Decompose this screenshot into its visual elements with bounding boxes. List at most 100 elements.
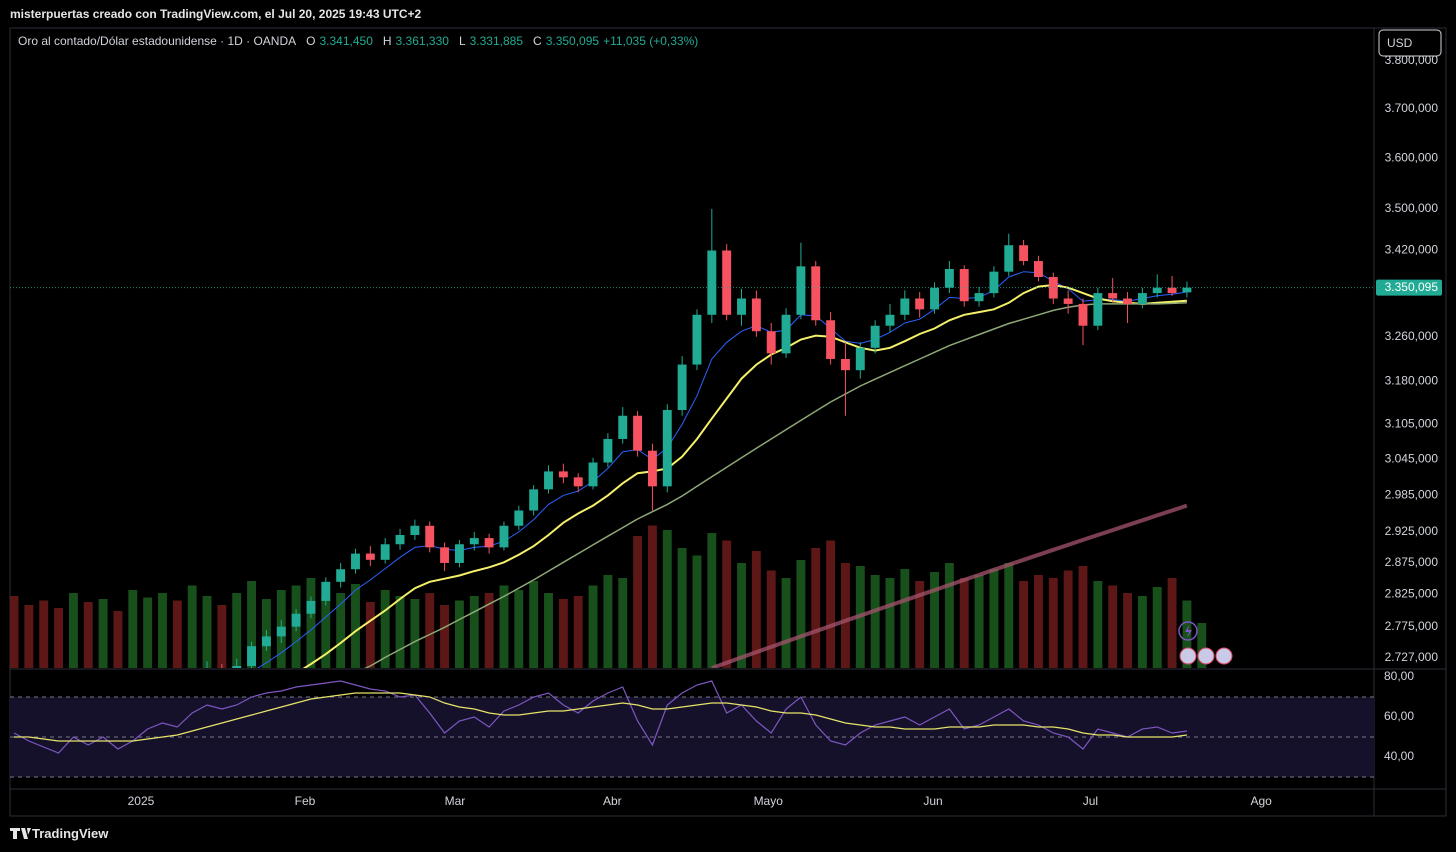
volume-bar [930,572,939,668]
volume-bar [603,575,613,668]
moving-average [302,283,1187,668]
y-tick-label: 3.500,000 [1385,201,1439,215]
volume-bar [306,578,316,668]
candle-body [796,266,806,315]
volume-bar [1108,585,1118,668]
volume-bar [692,555,702,668]
volume-bar [544,593,553,668]
logo [10,828,31,839]
y-tick-label: 3.420,000 [1385,243,1439,257]
candle-body [974,293,984,302]
volume-bar [1137,596,1147,668]
volume-bar [336,593,346,668]
candle-body [662,409,672,487]
flag-icon[interactable] [1197,647,1215,665]
volume-bar [172,600,182,668]
candle-body [454,544,464,563]
volume-bar [959,578,969,668]
candle-body [766,331,776,354]
volume-bar [1152,587,1162,668]
footer: TradingView [32,826,109,841]
event-icon[interactable] [1178,621,1198,641]
volume-bar [766,570,776,668]
candle-body [351,553,360,570]
field-value: 3.361,330 [395,34,449,48]
volume-bar [915,581,925,668]
volume-bar [187,585,197,668]
volume-bar [247,581,257,668]
volume-bar [573,596,583,668]
volume-bar [647,525,657,668]
x-tick-label: Ago [1250,794,1272,808]
candle-body [1034,261,1043,278]
candle-body [261,636,271,647]
volume-bar [1048,578,1058,668]
y-tick-label: 2.775,000 [1385,619,1439,633]
volume-bar [469,596,479,668]
currency-button[interactable] [1378,29,1442,57]
candle-body [707,250,717,315]
volume-bar [781,578,791,668]
field-key: O [306,34,316,48]
rsi-line [14,692,1187,742]
candle-body [203,669,212,682]
candle-body [514,510,524,526]
candle-body [900,298,910,315]
volume-bar [900,569,910,668]
candle-body [529,489,539,511]
volume-bar [113,611,123,668]
y-tick-label: 2.925,000 [1385,524,1439,538]
volume-bar [588,585,598,668]
volume-bar [1034,575,1043,668]
y-tick-label: 2.875,000 [1385,555,1439,569]
flag-icon[interactable] [1179,647,1197,665]
volume-bar [796,560,806,668]
x-tick-label: Jul [1083,794,1098,808]
rsi-tick-label: 60,00 [1384,709,1414,723]
candle-body [855,347,865,371]
y-tick-label: 3.600,000 [1385,150,1439,164]
candle-body [885,314,895,326]
volume-bar [54,608,64,668]
volume-bar [1004,563,1014,668]
volume-bar [143,597,153,668]
candle-body [944,269,954,288]
x-tick-label: Mar [445,794,466,808]
volume-bar [529,581,539,668]
x-tick-label: 2025 [128,794,155,808]
volume-bar [1063,570,1073,668]
candle-body [826,320,836,359]
rsi-line [13,680,1187,754]
candle-body [588,462,598,487]
candle-body [232,666,242,668]
volume-bar [351,584,360,668]
field-key: C [533,34,542,48]
candle-body [558,471,568,478]
rsi-tick-label: 80,00 [1384,669,1414,683]
volume-bar [217,605,227,668]
candle-body [1004,245,1014,272]
volume-bar [425,593,435,668]
candle-body [469,538,479,545]
lightning-icon [1185,625,1192,638]
moving-average [711,503,1188,668]
y-tick-label: 3.700,000 [1385,101,1439,115]
volume-bar [410,599,420,668]
candle-body [1167,287,1177,294]
volume-bar [662,530,672,668]
candle-body [840,358,850,371]
y-tick-label: 3.045,000 [1385,452,1439,466]
volume-bar [870,575,880,668]
rsi-tick-label: 40,00 [1384,749,1414,763]
volume-bar [514,590,524,668]
flag-icon[interactable] [1215,647,1233,665]
volume-bar [1093,581,1103,668]
volume-bar [974,575,984,668]
volume-bar [440,605,450,668]
candle-body [544,471,553,490]
candle-body [425,525,435,548]
candle-body [930,287,939,310]
volume-bar [885,578,895,668]
candle-body [1019,245,1029,262]
